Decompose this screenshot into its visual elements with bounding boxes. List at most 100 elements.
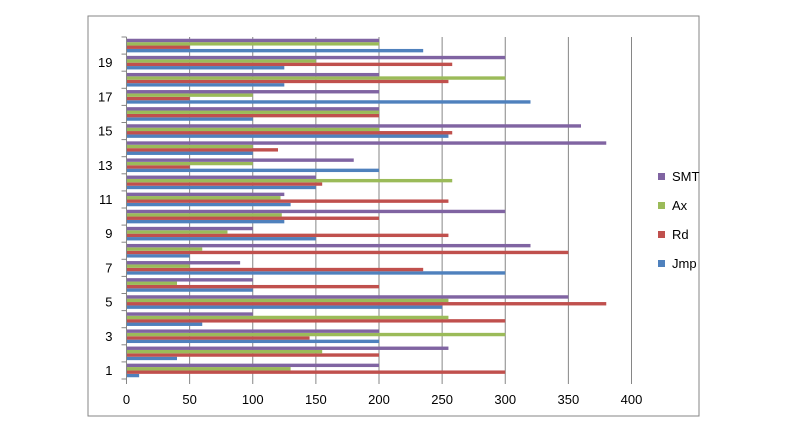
bar-rd-12 bbox=[126, 182, 323, 186]
bar-rd-11 bbox=[126, 199, 449, 203]
bar-rd-13 bbox=[126, 165, 190, 169]
legend: SMT Ax Rd Jmp bbox=[658, 169, 700, 271]
bar-smt-12 bbox=[126, 175, 316, 179]
bar-jmp-16 bbox=[126, 117, 253, 121]
bar-smt-5 bbox=[126, 295, 569, 299]
bar-rd-19 bbox=[126, 62, 453, 67]
bars bbox=[126, 38, 607, 378]
y-tick-label: 13 bbox=[98, 158, 112, 173]
bar-rd-9 bbox=[126, 233, 449, 238]
bar-ax-4 bbox=[126, 315, 449, 320]
bar-jmp-6 bbox=[126, 288, 253, 292]
bar-ax-1 bbox=[126, 367, 291, 371]
y-tick-label: 9 bbox=[105, 226, 112, 241]
bar-ax-13 bbox=[126, 161, 253, 166]
y-tick-label: 1 bbox=[105, 363, 112, 378]
bar-rd-7 bbox=[126, 267, 424, 272]
bar-jmp-19 bbox=[126, 66, 285, 70]
bar-ax-10 bbox=[126, 213, 282, 217]
bar-ax-15 bbox=[126, 127, 379, 132]
bar-jmp-12 bbox=[126, 185, 316, 190]
bar-ax-12 bbox=[126, 178, 453, 183]
bar-smt-14 bbox=[126, 141, 607, 145]
bar-rd-10 bbox=[126, 216, 379, 220]
x-tick-label: 400 bbox=[621, 392, 643, 407]
x-tick-label: 300 bbox=[494, 392, 516, 407]
bar-ax-20 bbox=[126, 42, 379, 46]
bar-rd-20 bbox=[126, 45, 190, 49]
bar-rd-2 bbox=[126, 353, 379, 357]
bar-rd-18 bbox=[126, 79, 449, 84]
bar-rd-4 bbox=[126, 319, 506, 323]
legend-swatch-jmp bbox=[658, 260, 665, 267]
x-tick-label: 0 bbox=[123, 392, 130, 407]
bar-jmp-18 bbox=[126, 83, 285, 87]
bar-rd-15 bbox=[126, 131, 453, 135]
bar-jmp-15 bbox=[126, 134, 449, 138]
y-tick-label: 17 bbox=[98, 89, 112, 104]
bar-ax-9 bbox=[126, 230, 228, 234]
legend-label-jmp: Jmp bbox=[672, 256, 697, 271]
legend-swatch-rd bbox=[658, 231, 665, 238]
bar-jmp-11 bbox=[126, 202, 291, 207]
bar-rd-5 bbox=[126, 302, 607, 306]
bar-jmp-4 bbox=[126, 322, 203, 326]
bar-jmp-17 bbox=[126, 100, 531, 104]
bar-rd-8 bbox=[126, 250, 569, 255]
bar-jmp-9 bbox=[126, 237, 316, 241]
bar-smt-17 bbox=[126, 90, 379, 94]
legend-swatch-smt bbox=[658, 173, 665, 180]
bar-ax-16 bbox=[126, 110, 379, 114]
bar-ax-5 bbox=[126, 298, 449, 303]
bar-jmp-20 bbox=[126, 48, 424, 53]
bar-ax-19 bbox=[126, 59, 316, 63]
x-tick-label: 100 bbox=[242, 392, 264, 407]
x-tick-label: 150 bbox=[305, 392, 327, 407]
bar-rd-16 bbox=[126, 113, 379, 118]
x-tick-label: 50 bbox=[182, 392, 196, 407]
bar-jmp-8 bbox=[126, 254, 190, 258]
bar-ax-11 bbox=[126, 196, 281, 200]
bar-smt-1 bbox=[126, 363, 379, 368]
x-tick-label: 250 bbox=[431, 392, 453, 407]
bar-ax-8 bbox=[126, 247, 203, 251]
bar-ax-7 bbox=[126, 264, 190, 268]
bar-jmp-3 bbox=[126, 339, 379, 344]
bar-jmp-10 bbox=[126, 219, 285, 224]
bar-smt-9 bbox=[126, 226, 253, 231]
bar-smt-4 bbox=[126, 312, 253, 316]
bar-smt-10 bbox=[126, 209, 506, 214]
x-tick-label: 200 bbox=[368, 392, 390, 407]
y-tick-label: 7 bbox=[105, 260, 112, 275]
bar-ax-17 bbox=[126, 93, 253, 97]
y-tick-label: 15 bbox=[98, 124, 112, 139]
bar-jmp-14 bbox=[126, 151, 253, 155]
bar-ax-14 bbox=[126, 144, 253, 149]
bar-jmp-13 bbox=[126, 168, 379, 173]
legend-label-rd: Rd bbox=[672, 227, 689, 242]
bar-jmp-7 bbox=[126, 271, 506, 275]
bar-rd-6 bbox=[126, 284, 379, 289]
x-axis-ticks: 0 50 100 150 200 250 300 350 400 bbox=[123, 379, 642, 407]
bar-jmp-2 bbox=[126, 356, 177, 361]
bar-rd-1 bbox=[126, 370, 506, 374]
bar-rd-3 bbox=[126, 336, 310, 340]
bar-smt-15 bbox=[126, 124, 581, 128]
bar-jmp-1 bbox=[126, 373, 140, 378]
legend-swatch-ax bbox=[658, 202, 665, 209]
bar-smt-2 bbox=[126, 346, 449, 350]
y-tick-label: 11 bbox=[99, 192, 113, 207]
bar-jmp-5 bbox=[126, 305, 443, 309]
bar-ax-2 bbox=[126, 349, 323, 354]
bar-smt-19 bbox=[126, 55, 506, 60]
x-tick-label: 350 bbox=[558, 392, 580, 407]
legend-label-smt: SMT bbox=[672, 169, 700, 184]
y-tick-label: 5 bbox=[105, 295, 112, 310]
bar-smt-18 bbox=[126, 72, 379, 77]
bar-smt-13 bbox=[126, 158, 354, 162]
bar-smt-11 bbox=[126, 192, 285, 197]
bar-ax-18 bbox=[126, 76, 506, 80]
y-tick-label: 3 bbox=[105, 329, 112, 344]
